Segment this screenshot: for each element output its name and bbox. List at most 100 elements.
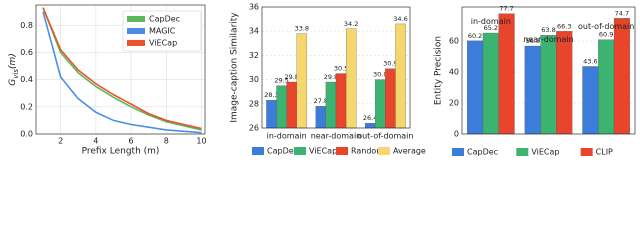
y-axis-label: Gvis(m) — [8, 53, 21, 86]
legend-swatch — [336, 147, 348, 155]
y-tick-label: 34 — [249, 27, 259, 36]
y-axis-label: Image-caption Similarity — [230, 12, 240, 123]
value-label: 28.3 — [264, 91, 278, 99]
bar — [385, 68, 396, 129]
bar — [325, 81, 337, 129]
value-label: 60.9 — [599, 31, 613, 39]
legend-label: ViECap — [149, 39, 177, 48]
y-tick-label: 0.2 — [20, 102, 33, 111]
x-tick-label: 10 — [196, 137, 206, 146]
y-tick-label: 30 — [249, 75, 259, 84]
legend-swatch — [516, 148, 529, 156]
plot-frame — [35, 4, 206, 135]
legend-label: ViECap — [531, 148, 559, 157]
bar — [276, 85, 287, 129]
y-tick-label: 40 — [449, 68, 459, 77]
legend-label: CapDec — [267, 147, 298, 156]
y-tick-label: 0.4 — [20, 75, 33, 84]
bar — [395, 23, 406, 129]
y-tick-label: 26 — [249, 124, 259, 133]
value-label: 34.2 — [344, 20, 358, 28]
y-axis-label-part: G — [8, 79, 18, 86]
legend-swatch — [452, 148, 464, 156]
value-label: 33.8 — [295, 25, 309, 33]
y-tick-label: 0.0 — [20, 130, 33, 139]
bar — [613, 18, 630, 135]
value-label: 43.6 — [583, 57, 597, 65]
series-line — [42, 11, 202, 134]
legend-label: CapDec — [149, 15, 180, 24]
legend-swatch — [127, 40, 145, 46]
bar — [266, 100, 277, 129]
value-label: 60.2 — [468, 32, 482, 40]
value-label: 29.8 — [324, 73, 338, 81]
y-axis-label-part: (m) — [8, 53, 18, 69]
legend-swatch — [127, 28, 145, 34]
x-tick-label: 8 — [164, 137, 169, 146]
category-label: near-domain — [523, 35, 574, 44]
value-label: 66.3 — [557, 22, 571, 30]
series-line — [42, 7, 202, 130]
y-tick-label: 32 — [249, 51, 259, 60]
category-label: in-domain — [267, 132, 307, 141]
bar — [315, 106, 327, 129]
y-tick-label: 0.6 — [20, 48, 33, 57]
value-label: 30.0 — [373, 71, 387, 79]
y-tick-label: 0 — [454, 130, 459, 139]
bar — [540, 35, 557, 135]
x-tick-label: 2 — [58, 137, 63, 146]
value-label: 30.9 — [383, 60, 397, 68]
legend-swatch — [580, 148, 593, 156]
legend-label: MAGIC — [149, 27, 176, 36]
category-label: in-domain — [471, 17, 511, 26]
value-label: 74.7 — [615, 9, 629, 17]
y-tick-label: 0.8 — [20, 21, 33, 30]
bar — [375, 79, 386, 129]
value-label: 26.4 — [363, 114, 377, 122]
bar — [598, 39, 615, 135]
plot-frame — [261, 6, 411, 129]
bar — [467, 40, 484, 135]
legend-label: CapDec — [467, 148, 498, 157]
bar — [345, 28, 357, 129]
legend-label: Random — [351, 147, 384, 156]
value-label: 27.8 — [314, 97, 328, 105]
figure: 0.0 0.2 0.4 0.6 0.8 2 4 6 8 10 CapDec MAGIC ViECap Gv… — [8, 3, 636, 157]
legend-swatch — [252, 147, 264, 155]
value-label: 56.8 — [525, 37, 539, 45]
category-label: near-domain — [311, 132, 362, 141]
value-label: 34.6 — [393, 15, 407, 23]
plot-frame — [461, 6, 636, 135]
value-label: 65.2 — [484, 24, 498, 32]
category-label: out-of-domain — [578, 22, 634, 31]
y-tick-label: 36 — [249, 3, 259, 12]
y-tick-label: 28 — [249, 99, 259, 108]
x-tick-label: 6 — [129, 137, 134, 146]
legend-swatch — [378, 147, 390, 155]
y-tick-label: 20 — [449, 99, 459, 108]
bar — [582, 66, 599, 135]
category-label: out-of-domain — [357, 132, 413, 141]
bar — [524, 45, 541, 135]
x-axis-label: Prefix Length (m) — [82, 147, 160, 157]
bar — [286, 81, 297, 129]
bar — [482, 32, 499, 135]
value-label: 30.5 — [334, 65, 348, 73]
y-tick-label: 60 — [449, 37, 459, 46]
bar — [335, 73, 347, 129]
x-tick-label: 4 — [93, 137, 98, 146]
bar — [364, 123, 376, 129]
legend-swatch — [127, 16, 145, 22]
y-axis-label: Entity Precision — [434, 36, 444, 105]
value-label: 77.7 — [499, 5, 513, 13]
value-label: 29.8 — [284, 73, 298, 81]
legend-swatch — [294, 147, 306, 155]
value-label: 29.5 — [274, 77, 288, 85]
y-axis-label-part: vis — [12, 69, 20, 79]
legend-label: Average — [393, 147, 426, 156]
value-label: 63.8 — [541, 26, 555, 34]
legend-label: CLIP — [596, 148, 613, 157]
bar — [498, 13, 515, 135]
bar — [556, 31, 573, 135]
legend-label: ViECap — [309, 147, 337, 156]
